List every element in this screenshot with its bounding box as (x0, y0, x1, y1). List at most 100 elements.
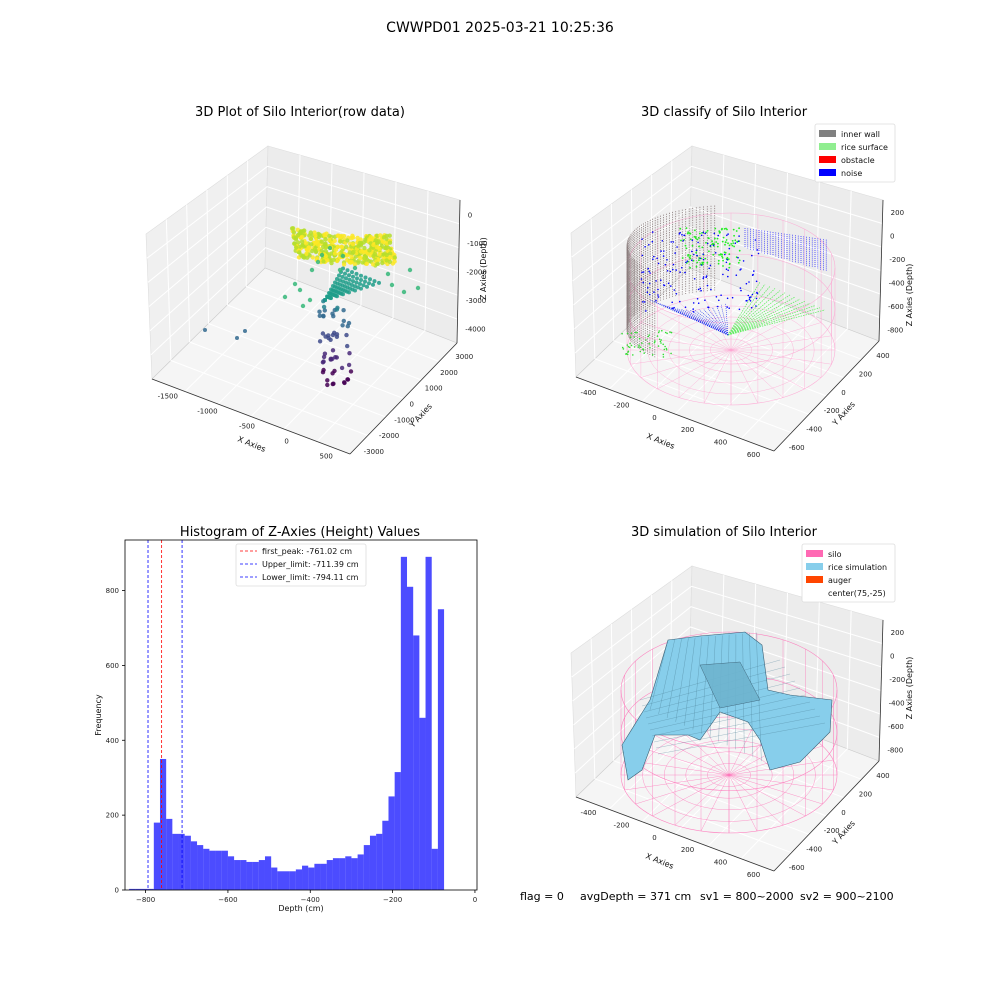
noise-point (702, 231, 705, 234)
rice-surface-point (685, 247, 688, 250)
silo-spoke (640, 322, 732, 351)
rice-surface-point (733, 234, 735, 237)
silo-spoke (730, 349, 805, 390)
rice-surface-point (634, 331, 636, 334)
x-tick-label: 200 (681, 846, 694, 854)
x-tick-label: −800 (136, 896, 155, 904)
point (344, 276, 348, 281)
noise-point (702, 276, 705, 278)
y-tick-label: -400 (806, 426, 822, 434)
y-tick-label: -600 (789, 864, 805, 872)
rice-surface-point (695, 251, 698, 254)
histogram-bar (197, 845, 204, 890)
status-sv2: sv2 = 900~2100 (800, 890, 894, 903)
point (320, 360, 326, 365)
y-tick-label: 400 (876, 352, 889, 360)
x-axis-label: X Axies (236, 435, 267, 454)
silo-floor-ring (663, 739, 795, 811)
rice-surface-point (680, 239, 682, 242)
noise-point (693, 278, 696, 280)
silo-spoke (652, 774, 730, 817)
histogram-bar (320, 863, 327, 890)
point (361, 283, 366, 288)
histogram-bar (172, 833, 179, 890)
histogram-bar (141, 888, 148, 890)
rice-surface-point (689, 238, 692, 241)
rice-surface-point (662, 356, 665, 358)
noise-point (705, 276, 707, 279)
y-tick-label: 400 (876, 772, 889, 780)
histogram-bar (363, 845, 370, 890)
noise-point (664, 263, 667, 266)
point (298, 230, 303, 236)
rice-surface-point (638, 337, 641, 340)
mesh-line (701, 636, 709, 734)
rice-surface-point (662, 353, 665, 356)
noise-point (647, 287, 649, 289)
histogram-bar (413, 635, 420, 890)
histogram-bar (135, 888, 142, 890)
x-tick-label: 200 (681, 426, 694, 434)
x-axis-line (575, 376, 775, 452)
rice-surface-point (666, 332, 668, 335)
rice-surface-ridge (699, 661, 761, 709)
legend-label: noise (841, 169, 862, 178)
silo-spoke (635, 774, 730, 805)
rice-surface-point (731, 244, 734, 247)
noise-point (717, 234, 719, 237)
y-tick-label: 0 (841, 809, 845, 817)
noise-point (698, 309, 729, 336)
rice-surface-point (663, 348, 666, 351)
x-tick-label: -1500 (158, 393, 178, 401)
point (309, 267, 315, 273)
point (389, 282, 395, 288)
noise-point (672, 268, 674, 271)
rice-surface-point (727, 283, 766, 336)
y-tick-label: -400 (806, 846, 822, 854)
point (307, 297, 313, 303)
point (344, 280, 348, 285)
noise-point (699, 257, 701, 260)
z-axis-label: Z Axies (Depth) (479, 237, 488, 300)
point (350, 270, 354, 275)
noise-point (728, 247, 731, 250)
noise-point (695, 249, 698, 251)
histogram-bar (332, 858, 340, 890)
z-axis-line (878, 619, 884, 762)
rice-surface-point (727, 281, 761, 336)
histogram-bar (227, 856, 235, 890)
point (363, 275, 368, 280)
histogram-bar (400, 556, 408, 890)
legend: first_peak: -761.02 cm Upper_limit: -711.… (235, 543, 367, 587)
rice-surface-point (725, 227, 727, 230)
rice-surface-point (706, 261, 709, 264)
noise-point (657, 294, 659, 296)
noise-point (649, 272, 651, 274)
point (349, 254, 354, 260)
rice-surface-point (728, 263, 731, 266)
noise-point (756, 291, 758, 294)
mesh-line (649, 639, 669, 711)
silo-spoke (730, 349, 784, 398)
rice-surface-point (628, 346, 631, 349)
noise-point (670, 285, 672, 287)
point (323, 241, 328, 246)
rice-surface-point (681, 257, 684, 259)
histogram-bar (431, 848, 438, 890)
point (345, 268, 350, 273)
point (355, 235, 360, 241)
panel-raw-scatter: 3D Plot of Silo Interior(row data) -1500… (145, 105, 488, 461)
noise-point (641, 254, 644, 257)
noise-point (676, 246, 678, 248)
point (358, 255, 363, 261)
y-tick-label: -3000 (364, 448, 384, 456)
legend: inner wall rice surface obstacle noise (814, 123, 896, 183)
point (340, 323, 345, 328)
rice-surface-point (639, 346, 642, 349)
histogram-bar (345, 856, 352, 890)
rice-surface-point (657, 345, 660, 347)
silo-spoke (730, 349, 822, 378)
histogram-bar (203, 848, 210, 890)
point (337, 273, 341, 278)
rice-surface-point (721, 255, 723, 258)
